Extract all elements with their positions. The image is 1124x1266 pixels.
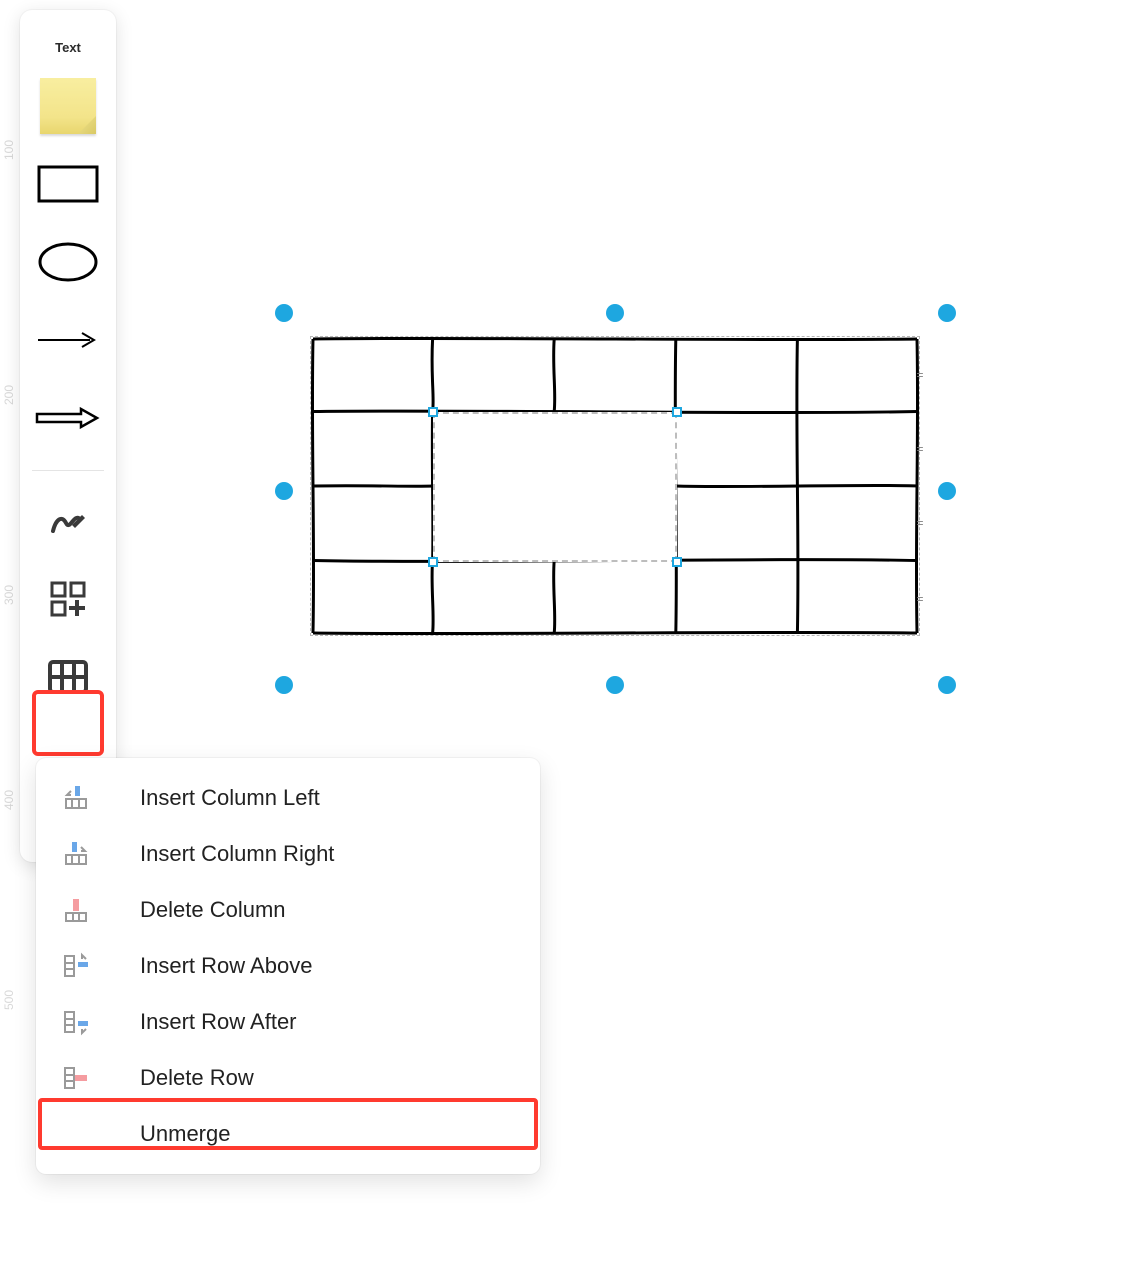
menu-unmerge[interactable]: Unmerge	[36, 1106, 540, 1162]
palette-divider	[32, 470, 104, 471]
row-resize-handle[interactable]: =	[915, 595, 925, 603]
menu-insert-col-left[interactable]: Insert Column Left	[36, 770, 540, 826]
sticky-note-icon	[40, 78, 96, 134]
cell-handle-se[interactable]	[672, 557, 682, 567]
selection-handle-nw[interactable]	[275, 304, 293, 322]
text-tool-label: Text	[55, 40, 81, 55]
ruler-mark: 100	[2, 140, 16, 160]
table-icon	[48, 660, 88, 694]
menu-item-label: Insert Column Left	[140, 785, 320, 811]
rectangle-icon	[37, 165, 99, 203]
menu-delete-col[interactable]: Delete Column	[36, 882, 540, 938]
add-component-tool[interactable]	[32, 563, 104, 635]
menu-item-label: Delete Row	[140, 1065, 254, 1091]
selection-handle-sw[interactable]	[275, 676, 293, 694]
selection-handle-s[interactable]	[606, 676, 624, 694]
tool-palette: Text	[20, 10, 116, 862]
menu-insert-row-after[interactable]: Insert Row After	[36, 994, 540, 1050]
menu-item-label: Insert Column Right	[140, 841, 334, 867]
cell-handle-nw[interactable]	[428, 407, 438, 417]
ruler-mark: 200	[2, 385, 16, 405]
line-tool[interactable]	[32, 304, 104, 376]
table-context-menu: Insert Column Left Insert Column Right D…	[36, 758, 540, 1174]
menu-insert-col-right[interactable]: Insert Column Right	[36, 826, 540, 882]
scribble-icon	[48, 501, 88, 541]
line-arrow-icon	[36, 330, 100, 350]
delete-col-icon	[56, 896, 96, 924]
menu-item-label: Insert Row After	[140, 1009, 297, 1035]
ruler-mark: 500	[2, 990, 16, 1010]
menu-insert-row-above[interactable]: Insert Row Above	[36, 938, 540, 994]
insert-row-below-icon	[56, 1008, 96, 1036]
ruler-mark: 300	[2, 585, 16, 605]
merged-cell-selection[interactable]	[433, 412, 677, 562]
vertical-ruler: 100 200 300 400 500	[0, 0, 20, 1266]
sticky-note-tool[interactable]	[32, 70, 104, 142]
selection-handle-e[interactable]	[938, 482, 956, 500]
insert-col-right-icon	[56, 840, 96, 868]
selection-handle-se[interactable]	[938, 676, 956, 694]
selection-handle-n[interactable]	[606, 304, 624, 322]
delete-row-icon	[56, 1064, 96, 1092]
arrow-tool[interactable]	[32, 382, 104, 454]
ellipse-icon	[37, 240, 99, 284]
block-arrow-icon	[35, 406, 101, 430]
ruler-mark: 400	[2, 790, 16, 810]
ellipse-tool[interactable]	[32, 226, 104, 298]
text-tool[interactable]: Text	[32, 30, 104, 64]
grid-plus-icon	[49, 580, 87, 618]
row-resize-handle[interactable]: =	[915, 445, 925, 453]
row-resize-handle[interactable]: =	[915, 371, 925, 379]
menu-item-label: Insert Row Above	[140, 953, 312, 979]
selection-handle-w[interactable]	[275, 482, 293, 500]
freehand-tool[interactable]	[32, 485, 104, 557]
cell-handle-sw[interactable]	[428, 557, 438, 567]
menu-item-label: Unmerge	[140, 1121, 230, 1147]
insert-row-above-icon	[56, 952, 96, 980]
menu-item-label: Delete Column	[140, 897, 286, 923]
menu-delete-row[interactable]: Delete Row	[36, 1050, 540, 1106]
row-resize-handle[interactable]: =	[915, 519, 925, 527]
table-shape[interactable]: = = = =	[310, 336, 920, 636]
selection-handle-ne[interactable]	[938, 304, 956, 322]
rectangle-tool[interactable]	[32, 148, 104, 220]
table-tool[interactable]	[32, 641, 104, 713]
insert-col-left-icon	[56, 784, 96, 812]
cell-handle-ne[interactable]	[672, 407, 682, 417]
canvas-area[interactable]: = = = =	[260, 296, 960, 696]
